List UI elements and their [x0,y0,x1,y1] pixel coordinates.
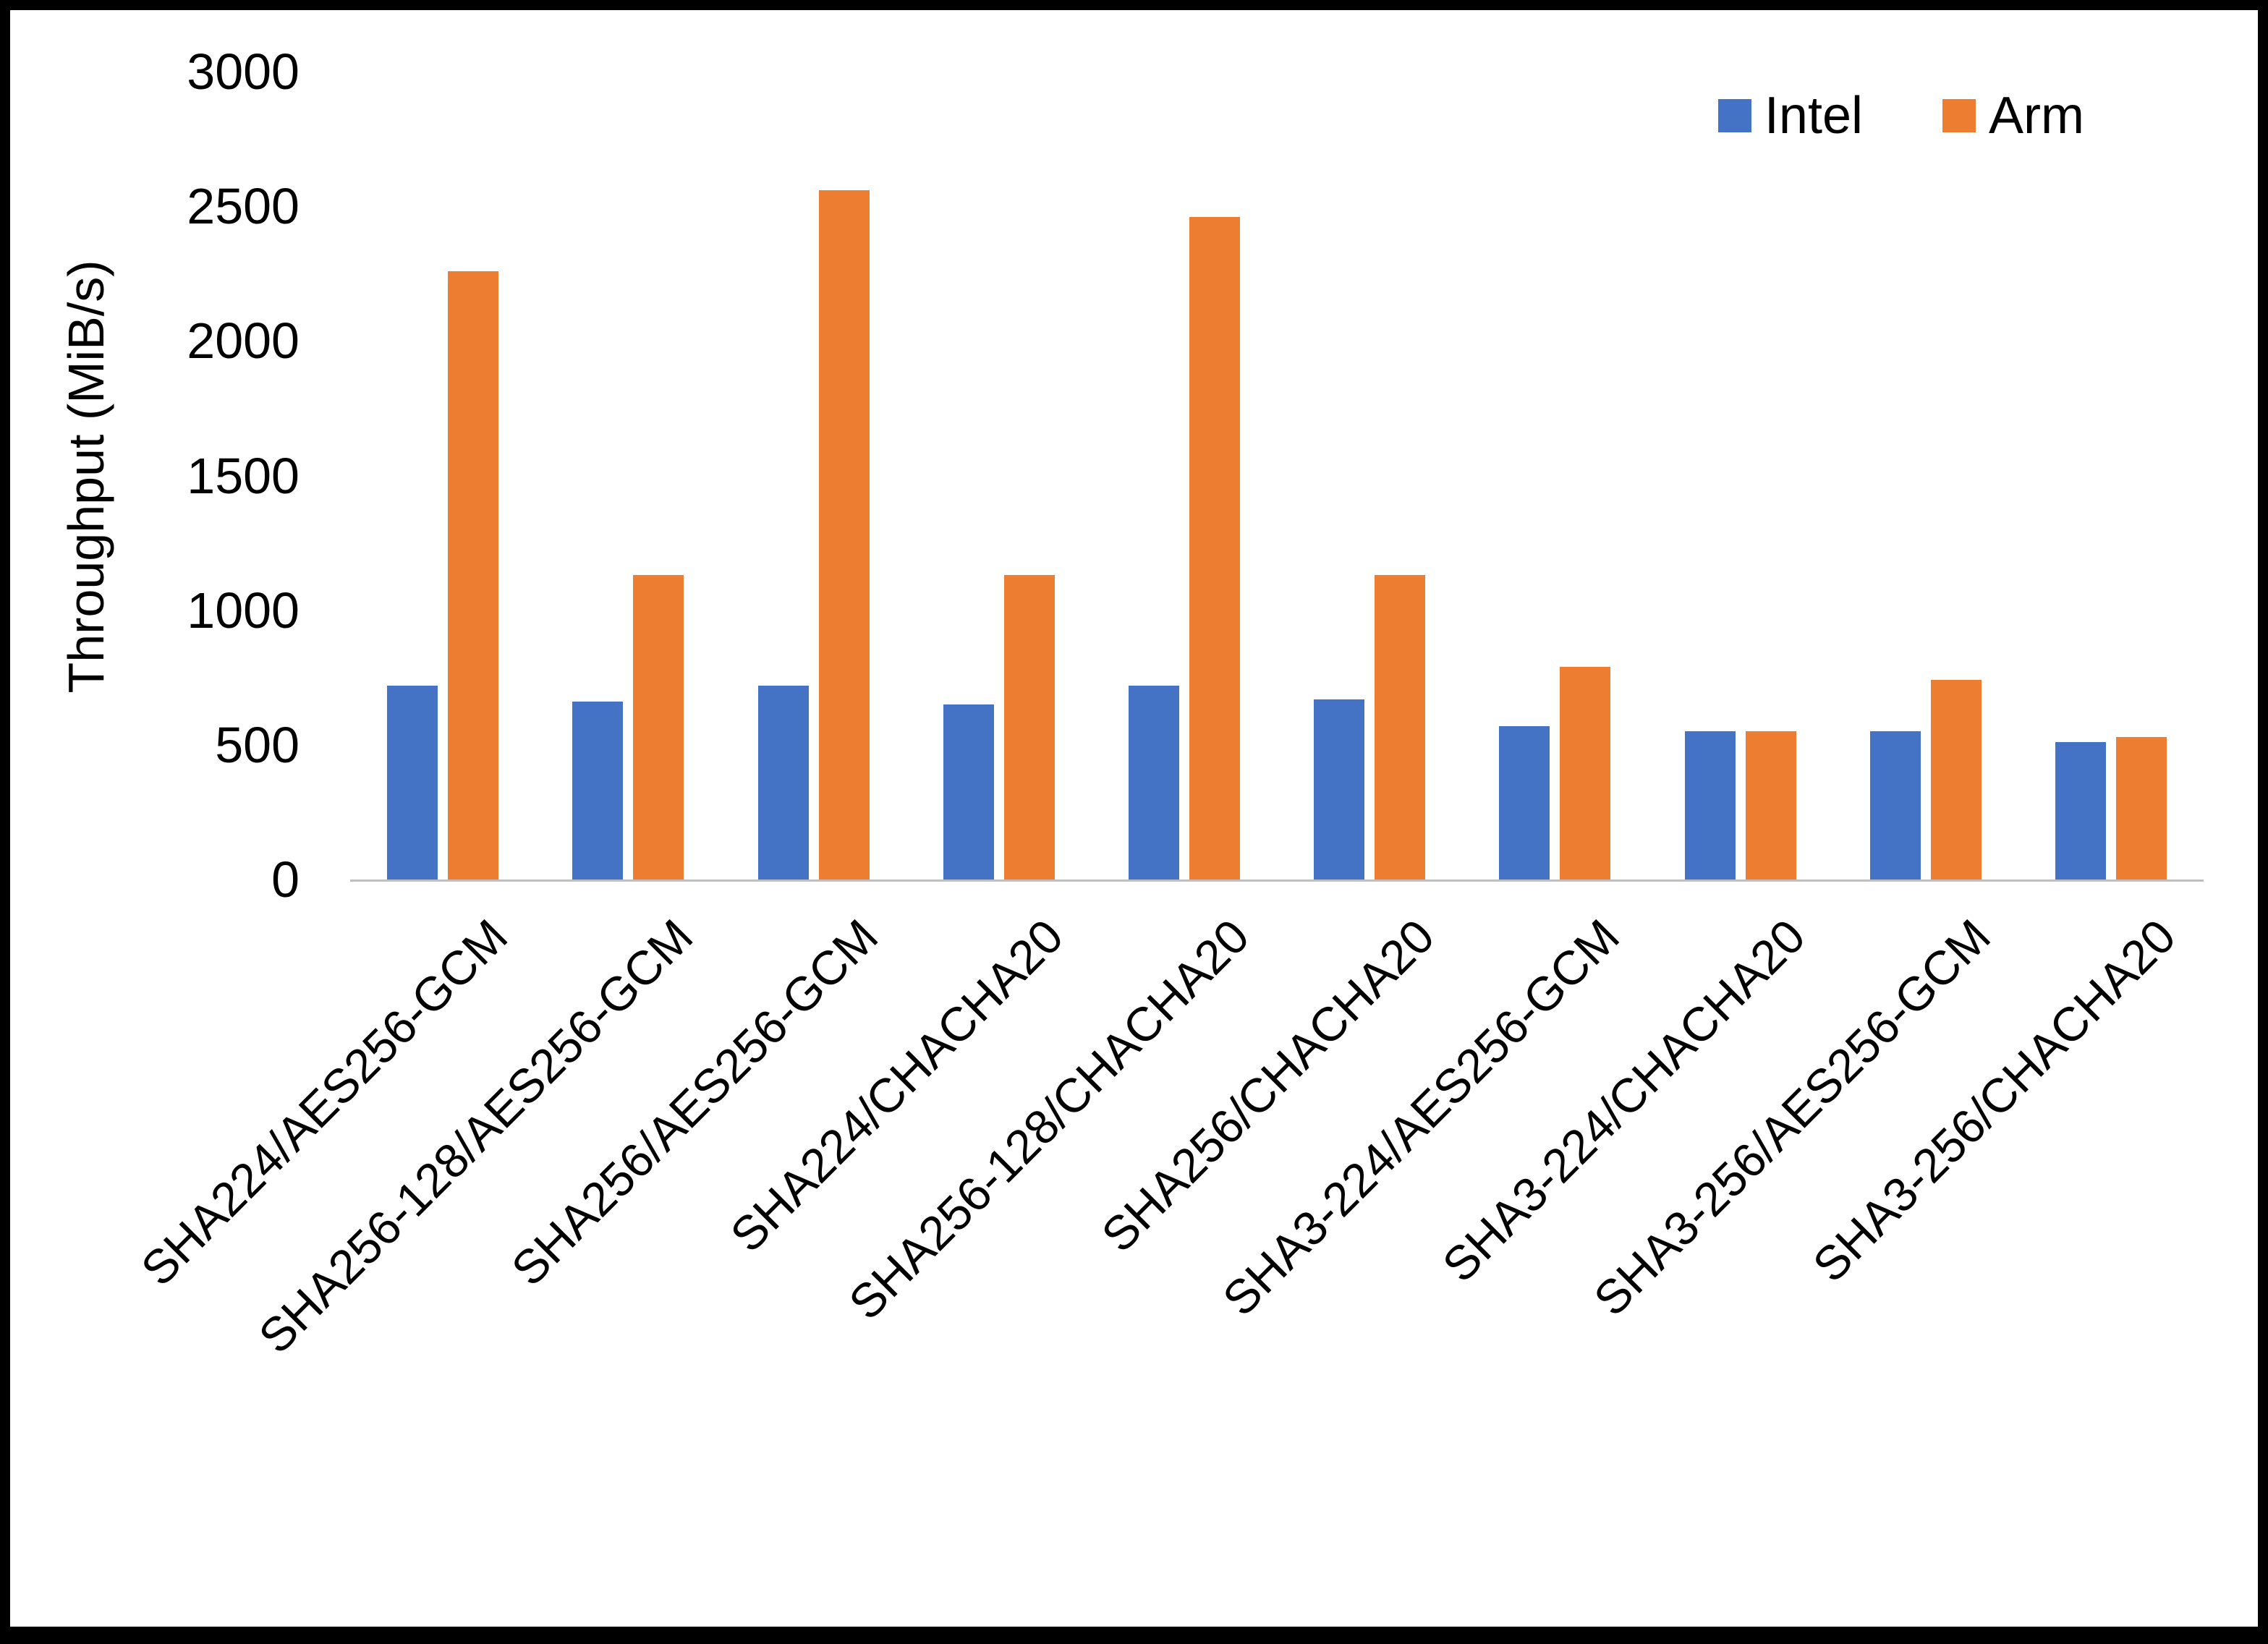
bar-intel [1314,699,1365,880]
legend-swatch-intel [1717,99,1751,132]
y-tick-label: 3000 [187,43,300,100]
bar-arm [818,189,870,880]
bar-arm [1375,575,1426,880]
bar-arm [1560,666,1611,880]
y-tick-label: 2500 [187,178,300,235]
legend: Intel Arm [1717,86,2084,145]
bar-intel [1499,725,1550,880]
y-tick-label: 1000 [187,582,300,639]
bar-arm [1930,680,1982,880]
bar-arm [448,271,499,880]
y-tick-label: 500 [215,716,300,773]
y-tick-label: 2000 [187,312,300,370]
bar-arm [1003,575,1055,880]
legend-label-arm: Arm [1989,87,2084,145]
legend-item-arm: Arm [1942,86,2084,145]
bar-intel [1128,685,1179,880]
x-category-label: SHA224/CHACHA20 [720,908,1074,1262]
bar-intel [757,685,809,880]
bar-intel [943,704,994,880]
x-category-label: SHA256/CHACHA20 [1091,908,1445,1262]
bar-arm [2115,736,2167,880]
bar-intel [572,702,624,880]
x-category-label: SHA256/AES256-GCM [501,908,888,1296]
legend-item-intel: Intel [1717,86,1864,145]
bar-arm [1745,731,1796,880]
bar-arm [633,575,684,880]
legend-label-intel: Intel [1764,87,1864,145]
bar-intel [1684,731,1736,880]
y-tick-label: 0 [271,851,300,908]
legend-swatch-arm [1942,99,1976,132]
bar-arm [1189,217,1240,880]
bar-intel [2055,742,2106,880]
x-category-label: SHA224/AES256-GCM [130,908,518,1296]
bar-intel [1869,731,1921,880]
x-category-label: SHA3-224/CHACHA20 [1431,908,1815,1292]
y-axis-title: Throughput (MiB/s) [58,260,114,694]
x-category-label: SHA3-256/CHACHA20 [1802,908,2186,1292]
y-tick-label: 1500 [187,447,300,504]
bar-intel [387,685,438,880]
plot-area: 0 500 1000 1500 2000 2500 3000 SHA224/AES256-GC… [130,43,2204,1363]
